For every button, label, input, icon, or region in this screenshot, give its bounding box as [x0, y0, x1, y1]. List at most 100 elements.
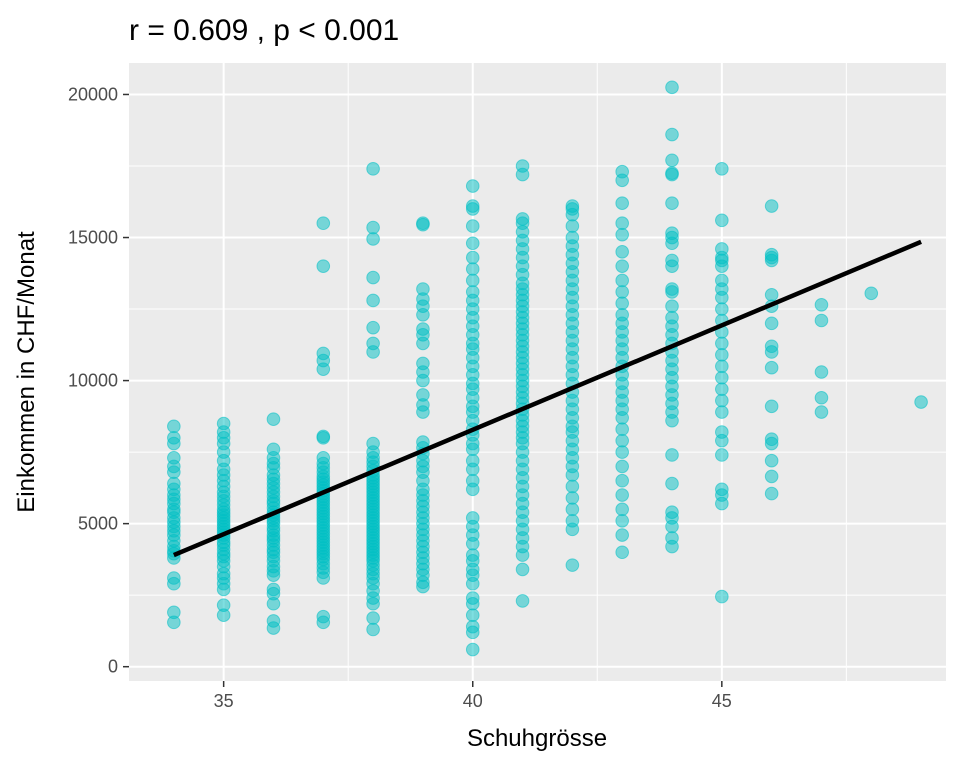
data-point [715, 242, 729, 256]
data-point [814, 390, 829, 405]
data-point [764, 199, 779, 213]
data-point [615, 488, 629, 502]
data-point [565, 513, 580, 528]
data-point [665, 448, 679, 462]
data-points [167, 80, 928, 657]
data-point [665, 505, 679, 519]
data-point [465, 511, 480, 525]
data-point [565, 491, 580, 505]
data-point [764, 399, 779, 414]
data-point [615, 433, 629, 448]
data-point [665, 476, 679, 491]
data-point [266, 582, 281, 597]
data-point [167, 419, 181, 434]
x-tick-label: 35 [214, 691, 234, 711]
data-point [366, 232, 380, 246]
data-point [665, 127, 679, 142]
data-point [615, 502, 629, 517]
data-point [764, 486, 779, 501]
data-point [465, 453, 480, 468]
data-point [366, 320, 380, 335]
data-point [615, 259, 629, 273]
data-point [665, 153, 679, 168]
data-point [715, 359, 729, 374]
data-point [416, 388, 430, 402]
data-point [316, 259, 331, 273]
data-point [416, 322, 430, 336]
data-point [565, 558, 580, 572]
data-point [764, 339, 779, 354]
data-point [465, 619, 480, 634]
data-point [366, 162, 380, 176]
data-point [465, 250, 480, 265]
data-point [316, 451, 331, 465]
data-point [615, 285, 629, 299]
data-point [565, 219, 580, 233]
data-point [615, 164, 629, 179]
data-point [515, 159, 530, 173]
data-point [764, 360, 779, 375]
data-point [266, 442, 281, 457]
data-point [715, 448, 729, 462]
data-point [615, 245, 629, 259]
data-point [715, 482, 729, 497]
data-point [914, 395, 928, 409]
data-point [665, 166, 679, 180]
y-tick-label: 15000 [68, 228, 118, 248]
data-point [316, 429, 331, 444]
y-tick-label: 10000 [68, 371, 118, 391]
data-point [416, 282, 430, 296]
y-tick-label: 20000 [68, 84, 118, 104]
data-point [764, 469, 779, 484]
data-point [167, 476, 181, 491]
data-point [416, 216, 430, 231]
data-point [715, 405, 729, 419]
data-point [366, 611, 380, 625]
data-point [416, 356, 430, 371]
y-axis-title: Einkommen in CHF/Monat [13, 231, 40, 513]
data-point [216, 598, 231, 612]
data-point [316, 609, 331, 624]
data-point [615, 307, 629, 322]
data-point [366, 270, 380, 285]
data-point [665, 531, 679, 545]
data-point [515, 562, 530, 577]
data-point [615, 528, 629, 542]
data-point [366, 622, 380, 637]
data-point [465, 219, 480, 233]
data-point [565, 230, 580, 245]
data-point [715, 302, 729, 316]
data-point [465, 473, 480, 488]
data-point [465, 608, 480, 622]
x-axis-title: Schuhgrösse [467, 725, 607, 752]
data-point [465, 642, 480, 657]
data-point [715, 162, 729, 176]
data-point [615, 459, 629, 474]
data-point [615, 545, 629, 560]
data-point [366, 293, 380, 308]
data-point [465, 236, 480, 251]
data-point [764, 316, 779, 331]
data-point [615, 422, 629, 437]
data-point [715, 425, 729, 439]
data-point [665, 80, 679, 95]
data-point [465, 285, 480, 299]
data-point [316, 216, 331, 231]
data-point [665, 282, 679, 296]
data-point [465, 548, 480, 562]
data-point [715, 348, 729, 362]
data-point [465, 591, 480, 605]
data-point [465, 199, 480, 213]
data-point [465, 273, 480, 288]
data-point [615, 216, 629, 231]
data-point [764, 287, 779, 302]
data-point [615, 513, 629, 528]
data-point [864, 286, 879, 301]
chart-title: r = 0.609 , p < 0.001 [129, 14, 399, 47]
data-point [715, 393, 729, 408]
data-point [465, 262, 480, 276]
data-point [167, 451, 181, 465]
data-point [715, 589, 729, 604]
data-point [715, 382, 729, 396]
